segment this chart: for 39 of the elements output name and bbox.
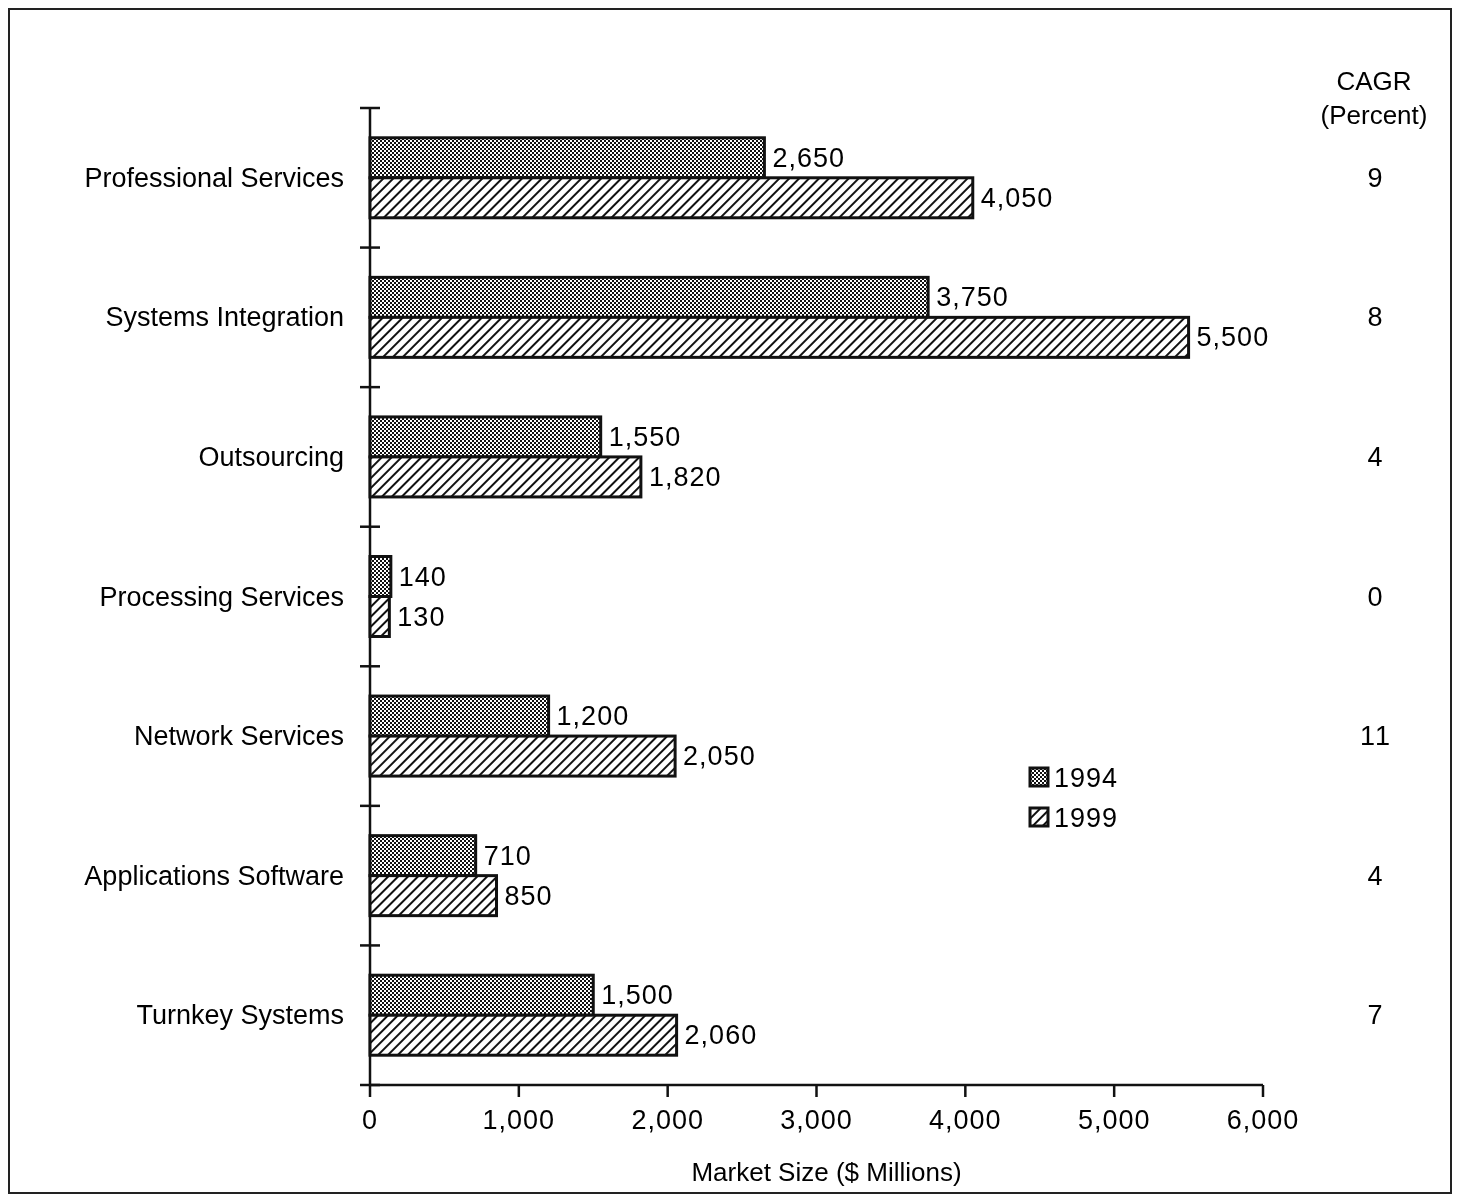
data-label: 1,550 [608, 421, 682, 452]
x-tick-label: 2,000 [631, 1105, 704, 1135]
data-label: 1,500 [601, 980, 674, 1011]
text: 0 [1367, 581, 1385, 612]
y-tick-label: Applications Software [84, 860, 344, 891]
y-tick-label: Systems Integration [105, 302, 344, 333]
text: 8 [1367, 302, 1385, 333]
text: 4 [1367, 441, 1385, 472]
x-axis-title: Market Size ($ Millions) [691, 1157, 962, 1187]
text: 9 [1367, 162, 1385, 193]
text: CAGR (Percent) [1320, 66, 1428, 130]
y-tick-label: Professional Services [84, 162, 344, 193]
data-label: 1,200 [556, 701, 630, 732]
data-label: 1,820 [648, 461, 722, 492]
data-label: 2,060 [684, 1020, 758, 1051]
text: 7 [1367, 1000, 1385, 1031]
text: 11 [1359, 721, 1393, 752]
data-label: 140 [398, 561, 447, 592]
x-tick-label: 0 [361, 1105, 379, 1135]
data-label: 3,750 [936, 282, 1009, 313]
y-tick-label: Processing Services [99, 581, 344, 612]
y-tick-label: Turnkey Systems [136, 1000, 344, 1031]
data-label: 4,050 [980, 182, 1054, 213]
x-tick-label: 3,000 [780, 1105, 853, 1135]
data-label: 2,050 [683, 741, 756, 772]
data-label: 850 [504, 880, 553, 911]
data-label: 2,650 [772, 142, 845, 173]
x-tick-label: 4,000 [929, 1105, 1002, 1135]
y-tick-label: Network Services [133, 721, 344, 752]
data-label: 710 [483, 840, 532, 871]
legend-label: 1999 [1054, 803, 1119, 833]
data-label: 5,500 [1196, 322, 1270, 353]
data-label: 130 [397, 601, 446, 632]
y-tick-label: Outsourcing [198, 441, 344, 472]
text: 4 [1367, 860, 1385, 891]
x-tick-label: 1,000 [482, 1105, 556, 1135]
legend-label: 1994 [1054, 763, 1119, 793]
x-tick-label: 5,000 [1077, 1105, 1151, 1135]
x-tick-label: 6,000 [1226, 1105, 1300, 1135]
